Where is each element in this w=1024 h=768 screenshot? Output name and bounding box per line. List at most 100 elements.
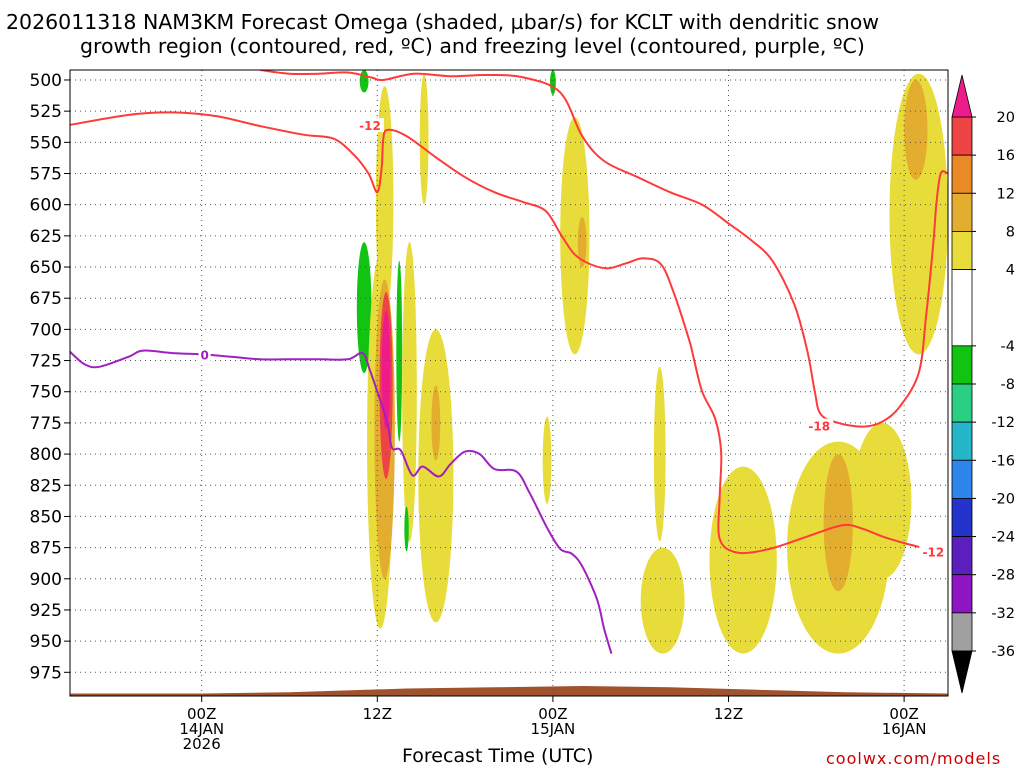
- y-tick-label: 925: [30, 601, 62, 621]
- colorbar-label: -28: [991, 568, 1015, 584]
- y-tick-label: 650: [30, 258, 62, 278]
- colorbar-label: -24: [991, 530, 1015, 546]
- colorbar-label: -4: [1001, 339, 1015, 355]
- y-tick-label: 600: [30, 196, 62, 216]
- omega-shade-orange-8: [904, 79, 928, 180]
- plot-frame: [69, 69, 949, 697]
- y-tick-label: 625: [30, 227, 62, 247]
- colorbar-band: [951, 192, 973, 232]
- omega-shade-green-col: [396, 260, 403, 442]
- y-tick-label: 950: [30, 632, 62, 652]
- x-tick-label: 15JAN: [531, 720, 576, 738]
- colorbar-band: [951, 459, 973, 499]
- omega-shade-yellow-5: [640, 547, 685, 654]
- contour-label: -12: [923, 546, 945, 560]
- colorbar-label: -20: [991, 491, 1015, 507]
- omega-shade-magenta-core: [381, 310, 391, 430]
- colorbar-label: 12: [997, 186, 1015, 202]
- x-tick-label: 00Z: [187, 705, 216, 723]
- colorbar-labels: 20 16 12 8 4 -4 -8 -12 -16 -20 -24 -28 -32 -36: [972, 110, 1015, 660]
- y-axis-ticks: 500 525 550 575 600 625 650 675 700 725 750 775 800 8…: [30, 71, 70, 683]
- colorbar-band: [951, 421, 973, 461]
- y-tick-label: 550: [30, 133, 62, 153]
- colorbar-band: [951, 612, 973, 652]
- y-tick-label: 975: [30, 663, 62, 683]
- omega-shade-yellow-9: [852, 422, 912, 579]
- contour-label-bg: [355, 118, 384, 133]
- credit-text: coolwx.com/models: [826, 749, 1001, 768]
- colorbar-band: [951, 536, 973, 576]
- colorbar-top-arrow: [951, 74, 973, 118]
- omega-shade-yellow-col-2: [402, 242, 417, 542]
- contour-labels: -12 -18 -12 0: [198, 118, 948, 560]
- chart-title-line-1: 2026011318 NAM3KM Forecast Omega (shaded…: [6, 10, 879, 34]
- colorbar-band: [951, 231, 973, 270]
- y-tick-label: 850: [30, 507, 62, 527]
- contour-label: -18: [808, 420, 830, 434]
- x-tick-label: 14JAN: [179, 720, 224, 738]
- omega-shade-orange-7: [823, 454, 853, 592]
- omega-shade-green-upper-2: [549, 70, 556, 95]
- y-tick-label: 525: [30, 102, 62, 122]
- terrain-fill: [70, 686, 948, 696]
- contour-lines: [70, 70, 948, 654]
- y-tick-label: 675: [30, 289, 62, 309]
- y-tick-label: 825: [30, 476, 62, 496]
- omega-shade-yellow-3: [542, 416, 552, 504]
- contour-dendritic-minus12-top: [260, 70, 948, 428]
- contour-label: 0: [200, 349, 208, 363]
- y-tick-label: 875: [30, 539, 62, 559]
- contour-dendritic-minus12: [70, 111, 928, 555]
- colorbar-label: -32: [991, 606, 1015, 622]
- colorbar-label: 8: [1006, 224, 1015, 240]
- colorbar-label: -36: [991, 644, 1015, 660]
- colorbar: [951, 74, 973, 694]
- omega-shade-green-descent: [356, 242, 372, 374]
- colorbar-bottom-arrow: [951, 650, 973, 694]
- y-tick-label: 500: [30, 71, 62, 91]
- colorbar-band: [951, 345, 973, 385]
- y-tick-label: 775: [30, 414, 62, 434]
- colorbar-label: 20: [997, 110, 1015, 126]
- colorbar-band: [951, 269, 973, 347]
- terrain-area: [70, 686, 948, 696]
- y-tick-label: 800: [30, 445, 62, 465]
- colorbar-band: [951, 116, 973, 156]
- x-tick-label: 12Z: [714, 705, 743, 723]
- y-tick-label: 750: [30, 383, 62, 403]
- contour-label: -12: [359, 119, 381, 133]
- y-tick-label: 575: [30, 165, 62, 185]
- contour-label-bg: [198, 347, 211, 362]
- x-tick-label: 00Z: [538, 705, 567, 723]
- x-tick-label: 12Z: [363, 705, 392, 723]
- y-tick-label: 900: [30, 570, 62, 590]
- contour-label-bg: [919, 544, 948, 559]
- colorbar-label: 4: [1006, 263, 1015, 279]
- omega-shading: [356, 70, 948, 654]
- contour-label-bg: [805, 418, 834, 433]
- colorbar-label: -8: [1001, 377, 1015, 393]
- omega-shade-yellow-4: [653, 366, 666, 542]
- omega-shade-yellow-upper-2: [419, 73, 429, 205]
- omega-shade-yellow-6: [709, 466, 777, 654]
- colorbar-label: -12: [991, 415, 1015, 431]
- omega-shade-green-low: [404, 506, 409, 552]
- x-axis-label: Forecast Time (UTC): [402, 745, 593, 767]
- chart-title-line-2: growth region (contoured, red, ºC) and f…: [80, 34, 865, 58]
- x-tick-label: 16JAN: [882, 720, 927, 738]
- x-tick-label: 2026: [183, 735, 221, 753]
- colorbar-band: [951, 574, 973, 614]
- x-tick-label: 00Z: [889, 705, 918, 723]
- omega-shade-orange-right-top: [577, 217, 587, 268]
- omega-shade-yellow-right-top: [560, 117, 590, 355]
- omega-shade-upper-left-green: [359, 70, 369, 93]
- y-tick-label: 700: [30, 320, 62, 340]
- y-tick-label: 725: [30, 352, 62, 372]
- colorbar-label: 16: [997, 148, 1015, 164]
- contour-freezing-level-0: [70, 349, 613, 654]
- colorbar-label: -16: [991, 453, 1015, 469]
- omega-shade-yellow-8: [889, 73, 948, 355]
- colorbar-band: [951, 154, 973, 194]
